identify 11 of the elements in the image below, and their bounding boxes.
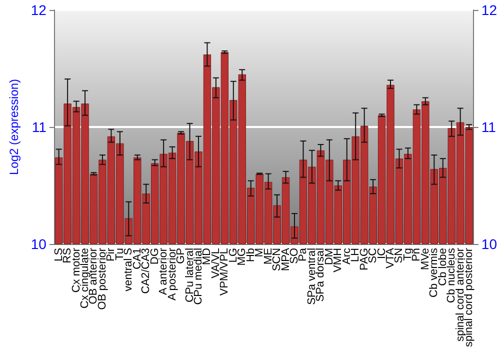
y-axis-title: Log2 (expression) xyxy=(7,78,21,176)
y2-tick-label: 12 xyxy=(481,2,498,18)
x-tick-label: OB posterior xyxy=(96,248,108,310)
y2-tick-label: 10 xyxy=(481,236,498,252)
x-tick-label: A posterior xyxy=(166,248,178,301)
y-tick-label: 10 xyxy=(30,236,47,252)
y-tick-label: 11 xyxy=(32,118,47,135)
y-tick-label: 12 xyxy=(30,2,47,18)
y2-tick-label: 11 xyxy=(481,118,496,135)
x-tick-label: spinal cord posterior xyxy=(463,248,476,348)
x-tick-label: Tg xyxy=(402,248,414,261)
